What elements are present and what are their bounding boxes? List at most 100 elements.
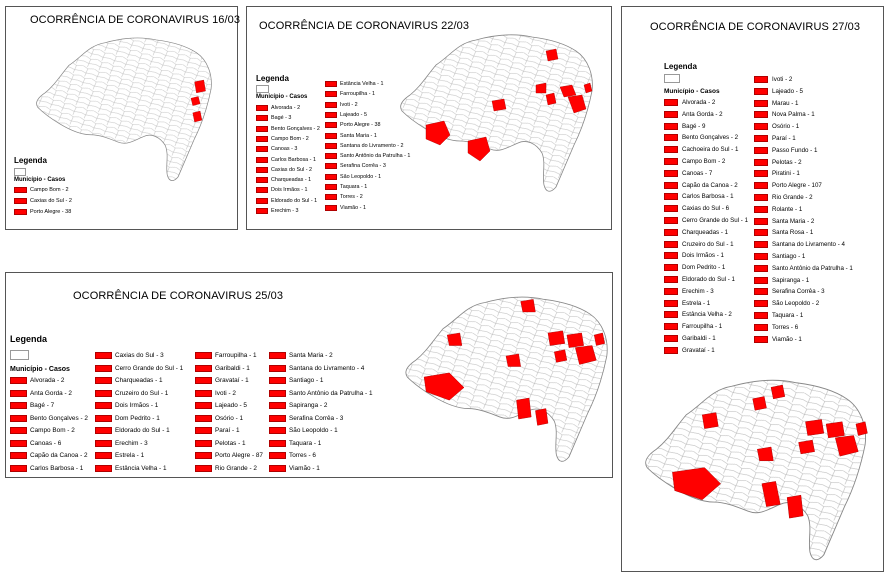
legend-item: Canoas - 6 (10, 439, 62, 447)
legend-title: Legenda (10, 334, 48, 344)
legend-item: Garibaldi - 1 (664, 335, 716, 342)
legend-label: Dois Irmãos - 1 (115, 402, 159, 409)
legend-item: Santo Antônio da Patrulha - 1 (269, 389, 373, 397)
legend-label: Santa Rosa - 1 (772, 229, 814, 237)
legend-item: Carlos Barbosa - 1 (256, 156, 316, 163)
legend-label: Sapiranga - 1 (772, 276, 810, 284)
affected-campo-bom (190, 96, 201, 106)
legend-label: Campo Bom - 2 (30, 427, 75, 434)
legend-item: Charqueadas - 1 (256, 177, 312, 184)
legend-label: Dois Irmãos - 1 (271, 187, 308, 194)
legend-label: Bento Gonçalves - 2 (682, 134, 739, 142)
affected-serafina (805, 419, 825, 436)
legend-item: Caxias do Sul - 2 (256, 166, 312, 173)
legend-label: Nova Palma - 1 (772, 111, 815, 119)
legend-item: Marau - 1 (754, 99, 798, 107)
legend-item: Capão da Canoa - 2 (10, 452, 88, 459)
legend-label: Carlos Barbosa - 1 (271, 156, 316, 163)
affected-livramento (425, 120, 451, 146)
legend-swatch (195, 364, 212, 372)
legend-label: Canoas - 6 (30, 439, 62, 447)
legend-swatch (195, 389, 212, 397)
legend-swatch (754, 264, 768, 272)
legend-swatch (10, 402, 27, 409)
legend-item: Alvorada - 2 (664, 99, 715, 106)
affected-serafina (535, 82, 547, 94)
legend-label: Torres - 6 (772, 323, 799, 331)
legend-label: Serafina Corrêa - 3 (340, 163, 386, 170)
legend-item: Cerro Grande do Sul - 1 (95, 364, 183, 372)
legend-label: Piratini - 1 (772, 170, 800, 178)
legend-item: Santa Maria - 2 (269, 352, 333, 359)
legend-label: Porto Alegre - 38 (340, 122, 381, 129)
legend-label: Cruzeiro do Sul - 1 (682, 240, 734, 248)
legend-swatch (256, 197, 268, 204)
legend-item: Ivoti - 2 (325, 101, 358, 108)
legend-item: Serafina Corrêa - 3 (754, 288, 825, 296)
legend-label: São Leopoldo - 1 (289, 427, 338, 434)
legend-swatch (10, 377, 27, 384)
panel-27-03: OCORRÊNCIA DE CORONAVIRUS 27/03 Legenda … (621, 6, 884, 572)
legend-label: Dom Pedrito - 1 (682, 264, 726, 272)
legend-item: Santa Maria - 2 (754, 217, 814, 225)
legend-swatch (95, 352, 112, 359)
affected-pelotas (786, 494, 804, 519)
affected-santa-maria (491, 98, 507, 112)
legend-swatch (10, 439, 27, 447)
legend-item: Lajeado - 5 (195, 402, 247, 409)
legend-item: Santa Maria - 1 (325, 132, 377, 139)
legend-item: Serafina Corrêa - 3 (325, 163, 386, 170)
legend-swatch (195, 377, 212, 384)
legend-label: São Leopoldo - 2 (772, 300, 820, 308)
legend-item: Ivoti - 2 (754, 76, 792, 83)
legend-item: Canoas - 3 (256, 146, 297, 153)
legend-swatch-empty (10, 350, 29, 360)
legend-swatch-empty (664, 74, 680, 83)
legend-swatch (95, 364, 112, 372)
legend-label: Dom Pedrito - 1 (115, 414, 160, 422)
affected-erechim (520, 299, 536, 313)
legend-label: Carlos Barbosa - 1 (30, 464, 84, 472)
legend-label: Lajeado - 5 (340, 111, 367, 118)
legend-label: Cachoeira do Sul - 1 (682, 146, 739, 154)
legend-label: Charqueadas - 1 (271, 177, 312, 184)
legend-swatch (10, 427, 27, 434)
legend-swatch (754, 276, 768, 284)
legend-swatch (10, 464, 27, 472)
legend-item: Erechim - 3 (95, 439, 148, 447)
affected-santa-rosa (701, 412, 719, 429)
legend-swatch (754, 99, 768, 107)
legend-item: Campo Bom - 2 (256, 135, 309, 142)
legend-item: Santana do Livramento - 2 (325, 142, 404, 149)
legend-label: Torres - 2 (340, 194, 363, 201)
legend-swatch (269, 452, 286, 459)
legend-label: Alvorada - 2 (271, 105, 301, 111)
legend-label: Pelotas - 2 (772, 158, 802, 166)
legend-label: Farroupilha - 1 (340, 91, 376, 98)
legend-swatch (664, 252, 678, 260)
legend-swatch (95, 377, 112, 384)
legend-title: Legenda (14, 156, 47, 165)
legend-label: Porto Alegre - 87 (215, 452, 263, 459)
legend-item: Dois Irmãos - 1 (664, 252, 724, 260)
legend-swatch (269, 402, 286, 409)
legend-item: Viamão - 1 (754, 335, 802, 343)
legend-item: Cruzeiro do Sul - 1 (664, 240, 734, 248)
legend-item: Estância Velha - 1 (325, 81, 383, 87)
legend-item: Porto Alegre - 87 (195, 452, 263, 459)
legend-item: Serafina Corrêa - 3 (269, 414, 343, 422)
legend-item: Bento Gonçalves - 2 (664, 134, 739, 142)
legend-swatch (664, 99, 678, 106)
legend-item: Campo Bom - 2 (14, 187, 69, 193)
legend-item: Estrela - 1 (95, 452, 144, 459)
legend-item: Erechim - 3 (664, 287, 714, 295)
legend-label: Taquara - 1 (772, 312, 804, 319)
affected-lajeado (545, 92, 557, 106)
legend-item: Viamão - 1 (325, 204, 366, 211)
legend-swatch (754, 146, 768, 154)
legend-swatch (269, 389, 286, 397)
legend-swatch (256, 156, 268, 163)
legend-item: Cachoeira do Sul - 1 (664, 146, 739, 154)
legend-swatch (664, 228, 678, 236)
legend-item: Garibaldi - 1 (195, 364, 250, 372)
